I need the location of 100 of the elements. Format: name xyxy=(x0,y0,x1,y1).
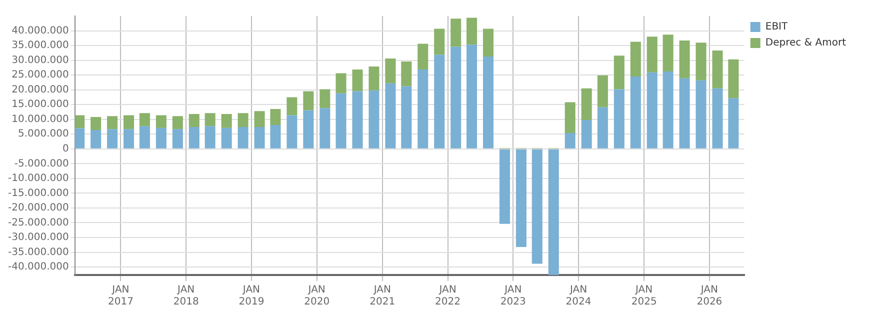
bar xyxy=(336,73,346,94)
bar xyxy=(90,130,102,148)
bar xyxy=(172,129,183,148)
bar xyxy=(482,56,494,148)
bar xyxy=(139,113,150,126)
bar xyxy=(320,89,330,108)
bar xyxy=(286,115,298,148)
bar xyxy=(712,50,723,88)
bar xyxy=(564,132,576,148)
bar xyxy=(124,115,134,130)
bar xyxy=(238,113,248,128)
bar xyxy=(418,44,428,70)
bar xyxy=(172,116,183,130)
bar xyxy=(188,127,200,148)
bar xyxy=(156,128,166,148)
bar xyxy=(352,69,363,92)
bar xyxy=(728,98,739,148)
legend-label: Deprec & Amort xyxy=(765,38,846,49)
bar xyxy=(434,54,445,148)
bar xyxy=(450,46,462,148)
bar xyxy=(696,80,706,148)
bar xyxy=(188,114,200,128)
bar xyxy=(679,78,690,148)
bar xyxy=(482,28,494,56)
bar xyxy=(254,127,265,148)
bar xyxy=(597,107,608,148)
bar xyxy=(646,72,658,148)
bar xyxy=(286,97,298,116)
bar xyxy=(662,72,674,148)
bar xyxy=(221,114,232,128)
bar xyxy=(204,126,216,148)
bar xyxy=(662,34,674,72)
bar xyxy=(156,115,166,128)
bar xyxy=(581,88,592,120)
x-tick-label: JAN 2020 xyxy=(304,284,330,308)
bar xyxy=(630,42,641,77)
y-tick-label: 40.000.000 xyxy=(12,25,69,36)
bar xyxy=(74,115,85,128)
bar xyxy=(466,18,478,45)
bar xyxy=(270,109,281,125)
x-tick-label: JAN 2024 xyxy=(566,284,592,308)
bar xyxy=(238,127,248,148)
bar xyxy=(352,91,363,148)
bar xyxy=(124,129,134,148)
y-tick-label: -5.000.000 xyxy=(14,158,69,170)
bar xyxy=(368,90,380,148)
bar xyxy=(254,111,265,128)
bar xyxy=(401,86,412,148)
bar xyxy=(107,116,118,130)
x-tick-label: JAN 2021 xyxy=(370,284,396,308)
bar xyxy=(597,75,608,108)
y-tick-label: -30.000.000 xyxy=(8,232,69,244)
bar xyxy=(679,40,690,78)
y-tick-label: 30.000.000 xyxy=(12,54,69,66)
y-tick-label: 25.000.000 xyxy=(12,70,69,81)
y-tick-label: 0 xyxy=(62,143,69,154)
bar xyxy=(368,66,380,90)
bar xyxy=(630,76,641,148)
y-tick-label: 10.000.000 xyxy=(12,114,69,125)
bar xyxy=(564,102,576,133)
y-tick-label: -35.000.000 xyxy=(8,246,69,258)
y-tick-label: 35.000.000 xyxy=(12,40,69,52)
bar xyxy=(614,56,624,90)
y-tick-label: -10.000.000 xyxy=(8,173,69,184)
bar xyxy=(581,120,592,148)
bar xyxy=(204,113,216,126)
y-tick-label: -40.000.000 xyxy=(8,262,69,273)
bar xyxy=(270,124,281,148)
bar xyxy=(385,83,396,148)
bar xyxy=(221,128,232,148)
bar xyxy=(74,128,85,148)
bar xyxy=(385,58,396,84)
bar xyxy=(499,149,510,224)
bar xyxy=(450,18,462,47)
bar xyxy=(712,88,723,148)
bar xyxy=(696,42,706,80)
x-tick-label: JAN 2023 xyxy=(500,284,526,308)
bar xyxy=(107,129,118,148)
x-tick-label: JAN 2018 xyxy=(173,284,199,308)
bar xyxy=(548,149,559,275)
bar xyxy=(728,59,739,98)
x-tick-label: JAN 2022 xyxy=(435,284,460,308)
y-tick-label: 20.000.000 xyxy=(12,84,69,96)
y-tick-label: -20.000.000 xyxy=(8,202,69,214)
bar xyxy=(516,149,526,247)
bar xyxy=(646,36,658,72)
y-tick-label: -25.000.000 xyxy=(8,217,69,228)
bar xyxy=(466,44,478,148)
bar xyxy=(336,93,346,148)
x-tick-label: JAN 2025 xyxy=(631,284,657,308)
bar xyxy=(418,69,428,148)
x-tick-label: JAN 2026 xyxy=(696,284,722,308)
x-tick-label: JAN 2019 xyxy=(238,284,264,308)
y-tick-label: 15.000.000 xyxy=(12,99,69,110)
bar xyxy=(434,28,445,55)
bar xyxy=(139,126,150,148)
y-tick-label: -15.000.000 xyxy=(8,188,69,199)
x-tick-label: JAN 2017 xyxy=(108,284,134,308)
bar xyxy=(532,149,542,264)
bar xyxy=(320,108,330,148)
